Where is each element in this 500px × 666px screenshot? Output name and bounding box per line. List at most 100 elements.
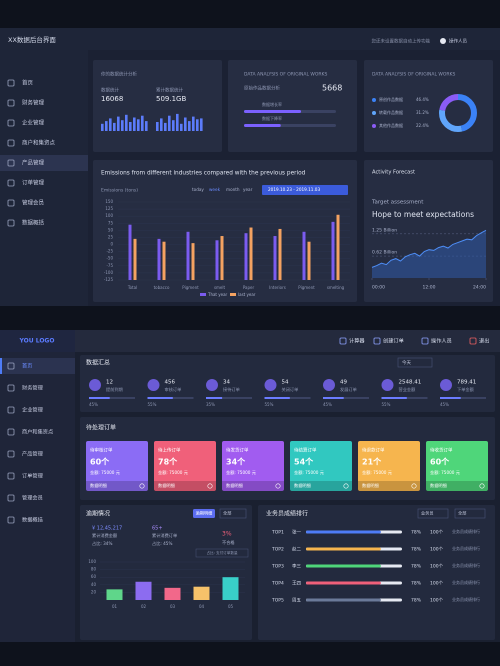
- menu-item[interactable]: 产品管理: [22, 450, 44, 458]
- note: 业务员成绩排行: [452, 562, 480, 568]
- detail-link[interactable]: 数据明细: [90, 482, 107, 489]
- name: 张一: [292, 529, 301, 536]
- action-icon: [373, 337, 381, 345]
- bar: [307, 241, 311, 280]
- tab[interactable]: week: [209, 187, 221, 192]
- menu-item[interactable]: 企业管理: [22, 406, 44, 414]
- order-amount: 金额: 75000 元: [158, 469, 188, 476]
- bar: [278, 228, 282, 280]
- progress-label: 35%: [206, 402, 215, 407]
- menu-active: [0, 358, 75, 374]
- menu-item[interactable]: 数据概括: [22, 516, 43, 524]
- order-card[interactable]: [154, 441, 216, 491]
- mini-bar: [164, 122, 167, 131]
- progress-label: 55%: [265, 402, 274, 407]
- y-tick-label: 100: [105, 213, 113, 218]
- order-card-footer: [154, 481, 216, 491]
- mini-bar: [188, 121, 191, 131]
- order-count: 60个: [430, 457, 450, 467]
- detail-link[interactable]: 数据明细: [294, 482, 311, 489]
- stat-icon: [206, 379, 218, 391]
- x-tick-label: 12:00: [423, 285, 436, 291]
- menu-item[interactable]: 订单管理: [22, 179, 45, 187]
- x-tick-label: Paper: [243, 285, 255, 290]
- menu-item[interactable]: 财务管理: [22, 99, 45, 107]
- legend-swatch: [200, 293, 206, 296]
- bar: [157, 238, 161, 280]
- pct-label: 78%: [411, 598, 422, 604]
- link-icon: [275, 483, 281, 489]
- link-icon: [139, 483, 145, 489]
- detail-link[interactable]: 数据明细: [158, 482, 175, 489]
- sidebar: [0, 50, 88, 306]
- order-card[interactable]: [426, 441, 488, 491]
- menu-item[interactable]: 商户和集资点: [22, 428, 53, 436]
- detail-link[interactable]: 数据明细: [430, 482, 447, 489]
- menu-item[interactable]: 商户和集资点: [22, 139, 56, 147]
- bar: [162, 241, 166, 280]
- order-card[interactable]: [222, 441, 284, 491]
- stat-icon: [323, 379, 335, 391]
- detail-link[interactable]: 数据明细: [226, 482, 243, 489]
- order-name: 待审核订单: [90, 447, 113, 454]
- stat-icon: [440, 379, 452, 391]
- tag-label: 逾期明细: [196, 510, 213, 517]
- order-card-footer: [86, 481, 148, 491]
- tag[interactable]: [193, 509, 215, 518]
- menu-icon: [7, 119, 15, 127]
- bar: [249, 227, 253, 280]
- header-action[interactable]: 操作人员: [431, 337, 452, 345]
- donut-label: 不合格: [222, 539, 235, 546]
- panel: [228, 60, 357, 152]
- bar: [164, 587, 181, 600]
- menu-item[interactable]: 管理会员: [22, 494, 43, 502]
- filter[interactable]: [219, 508, 247, 519]
- header-action[interactable]: 退出: [479, 337, 489, 345]
- count: 100个: [430, 598, 444, 604]
- order-card[interactable]: [86, 441, 148, 491]
- tab[interactable]: year: [243, 187, 253, 192]
- order-card-footer: [290, 481, 352, 491]
- pct-label: 78%: [411, 530, 422, 536]
- menu-item[interactable]: 首页: [22, 362, 32, 370]
- progress-bar: [244, 124, 281, 127]
- order-card[interactable]: [358, 441, 420, 491]
- date-picker[interactable]: [262, 185, 348, 195]
- header-action[interactable]: 创建订单: [383, 337, 404, 345]
- mini-bar: [180, 123, 183, 131]
- header-action[interactable]: 计算器: [349, 337, 365, 345]
- menu-item[interactable]: 财务管理: [22, 384, 44, 392]
- bar: [331, 221, 335, 280]
- mini-bar: [113, 122, 116, 131]
- reference-label: 0.62 Billion: [372, 250, 397, 256]
- menu-item[interactable]: 产品管理: [22, 159, 45, 167]
- progress-bar: [306, 581, 381, 585]
- filter[interactable]: [417, 508, 449, 519]
- menu-icon: [7, 199, 15, 207]
- order-count: 78个: [158, 457, 178, 467]
- stat-label: 发展订单: [340, 386, 357, 393]
- order-card[interactable]: [290, 441, 352, 491]
- orders-label: 累计消费订单: [152, 532, 177, 539]
- panel: [80, 505, 252, 640]
- menu-item[interactable]: 企业管理: [22, 119, 45, 127]
- menu-item[interactable]: 订单管理: [22, 472, 44, 480]
- menu-item[interactable]: 管理会员: [22, 199, 45, 207]
- mini-bar: [176, 113, 179, 131]
- axis-label: Emissions (tons): [101, 188, 138, 194]
- tab[interactable]: month: [226, 187, 240, 192]
- progress-track: [440, 397, 486, 399]
- filter[interactable]: [397, 357, 433, 368]
- menu-item[interactable]: 首页: [22, 79, 34, 87]
- tab[interactable]: today: [192, 187, 204, 192]
- menu-item[interactable]: 数据概括: [22, 219, 45, 227]
- progress-bar: [264, 397, 290, 399]
- order-name: 待收货订单: [430, 447, 453, 454]
- link-icon: [411, 483, 417, 489]
- x-tick-label: smelt: [214, 285, 226, 290]
- progress-bar: [306, 530, 381, 534]
- pct-label: 78%: [411, 564, 422, 570]
- progress-bar: [206, 397, 223, 399]
- filter[interactable]: [454, 508, 486, 519]
- detail-link[interactable]: 数据明细: [362, 482, 379, 489]
